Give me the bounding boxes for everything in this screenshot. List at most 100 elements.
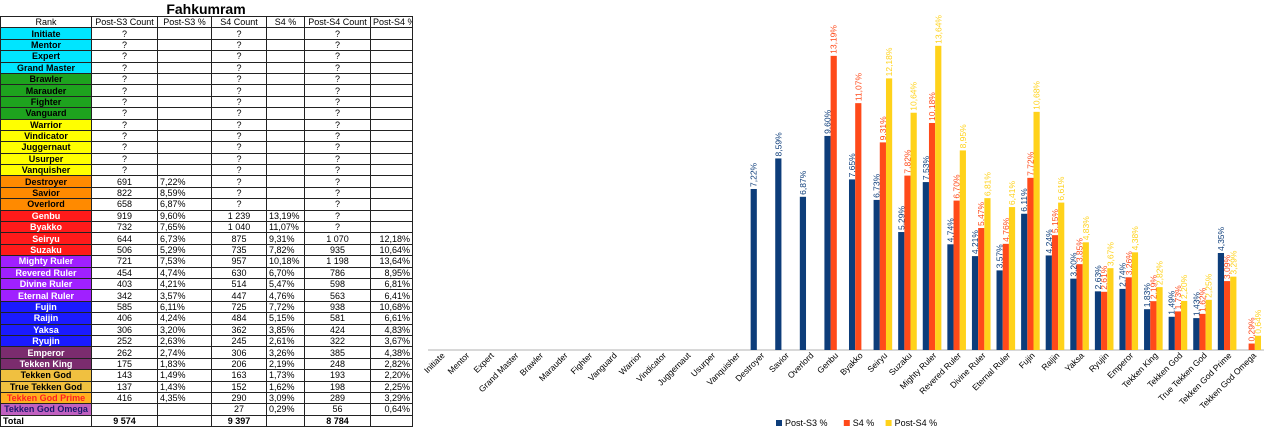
rank-distribution-table: Rank Post-S3 Count Post-S3 % S4 Count S4… bbox=[0, 15, 413, 428]
post-s4-count-cell: 385 bbox=[304, 346, 371, 359]
post-s3-percent-cell bbox=[157, 107, 212, 120]
bar bbox=[1199, 313, 1206, 350]
s4-percent-cell: 3,09% bbox=[266, 391, 305, 405]
post-s3-percent-cell: 1,49% bbox=[157, 369, 212, 382]
rank-cell: Vindicator bbox=[0, 129, 92, 143]
data-label: 1,83% bbox=[1142, 283, 1152, 308]
post-s4-count-cell: 935 bbox=[304, 243, 371, 257]
post-s3-count-cell: ? bbox=[91, 129, 158, 143]
post-s3-percent-cell: 3,57% bbox=[157, 289, 212, 302]
post-s3-percent-cell bbox=[157, 129, 212, 143]
post-s4-percent-cell bbox=[370, 95, 413, 109]
bar bbox=[1174, 311, 1182, 350]
table-row: Yaksa 306 3,20% 362 3,85% 424 4,83% bbox=[0, 323, 413, 336]
data-label: 4,74% bbox=[945, 218, 955, 243]
table-row: True Tekken God 137 1,43% 152 1,62% 198 2,25% bbox=[0, 380, 413, 393]
s4-count-cell: 163 bbox=[211, 369, 267, 382]
s4-count-cell: ? bbox=[211, 50, 267, 63]
post-s3-percent-cell: 6,87% bbox=[157, 198, 212, 211]
data-label: 11,07% bbox=[853, 73, 863, 102]
post-s4-count-cell: 424 bbox=[304, 323, 371, 336]
s4-percent-cell: 3,26% bbox=[266, 346, 305, 359]
table-row: Suzaku 506 5,29% 735 7,82% 935 10,64% bbox=[0, 243, 413, 257]
bar bbox=[879, 142, 886, 350]
post-s4-count-cell: ? bbox=[304, 209, 371, 223]
bar bbox=[799, 196, 807, 350]
table-row: Marauder??? bbox=[0, 84, 413, 97]
s4-count-cell: ? bbox=[211, 129, 267, 143]
bar bbox=[1008, 207, 1016, 350]
s4-count-cell: 875 bbox=[211, 232, 267, 245]
bar bbox=[922, 182, 929, 350]
s4-percent-cell bbox=[266, 118, 305, 131]
post-s4-count-cell: ? bbox=[304, 61, 371, 74]
post-s3-count-cell: ? bbox=[91, 84, 158, 97]
table-row: Overlord 658 6,87%?? bbox=[0, 198, 413, 211]
rank-cell: Byakko bbox=[0, 221, 92, 234]
data-label: 2,63% bbox=[1093, 265, 1103, 290]
s4-count-cell: ? bbox=[211, 175, 267, 188]
post-s4-percent-cell bbox=[370, 198, 413, 211]
header-rank: Rank bbox=[0, 15, 92, 29]
x-tick-label: Yaksa bbox=[1063, 350, 1087, 374]
bar bbox=[1070, 278, 1077, 350]
post-s3-percent-cell: 6,73% bbox=[157, 232, 212, 245]
s4-percent-cell bbox=[266, 72, 305, 86]
post-s4-percent-cell: 10,64% bbox=[370, 243, 413, 257]
rank-cell: Yaksa bbox=[0, 323, 92, 336]
s4-count-cell: ? bbox=[211, 95, 267, 109]
total-c5-cell: 8 784 bbox=[304, 414, 371, 428]
x-tick-label: Genbu bbox=[815, 350, 840, 375]
table-row: Divine Ruler 403 4,21% 514 5,47% 598 6,81% bbox=[0, 277, 413, 291]
post-s4-count-cell: ? bbox=[304, 118, 371, 131]
rank-cell: Tekken King bbox=[0, 357, 92, 371]
s4-percent-cell: 5,47% bbox=[266, 277, 305, 291]
rank-cell: Marauder bbox=[0, 84, 92, 97]
data-label: 3,26% bbox=[1124, 251, 1134, 276]
s4-count-cell: ? bbox=[211, 84, 267, 97]
bar bbox=[984, 198, 991, 350]
data-label: 6,81% bbox=[982, 172, 992, 197]
table-row: Tekken God Prime 416 4,35% 290 3,09% 289 3,29% bbox=[0, 391, 413, 405]
post-s3-count-cell: 454 bbox=[91, 266, 158, 280]
data-label: 7,72% bbox=[1025, 151, 1035, 176]
post-s3-percent-cell bbox=[157, 50, 212, 63]
bar bbox=[775, 158, 782, 350]
post-s4-percent-cell: 3,29% bbox=[370, 391, 413, 405]
post-s4-count-cell: ? bbox=[304, 72, 371, 86]
rank-cell: Tekken God Prime bbox=[0, 391, 92, 405]
post-s4-percent-cell: 6,81% bbox=[370, 277, 413, 291]
post-s4-percent-cell bbox=[370, 209, 413, 223]
post-s3-count-cell: 585 bbox=[91, 300, 158, 314]
data-label: 10,68% bbox=[1032, 81, 1042, 110]
rank-percentage-bar-chart: 7,22% 8,59% 6,87% 9,60% 7,65% 6,73% 5,29% 7,53%… bbox=[422, 15, 1264, 428]
data-label: 12,18% bbox=[884, 47, 894, 76]
rank-cell: Ryujin bbox=[0, 334, 92, 348]
post-s4-count-cell: ? bbox=[304, 186, 371, 200]
rank-cell: Fighter bbox=[0, 95, 92, 109]
data-label: 9,60% bbox=[823, 109, 833, 134]
rank-distribution-table-panel: Fahkumram Rank Post-S3 Count Post-S3 % S… bbox=[0, 0, 413, 442]
table-row: Savior 822 8,59%?? bbox=[0, 186, 413, 200]
legend-label: S4 % bbox=[853, 418, 875, 428]
table-row: Grand Master??? bbox=[0, 61, 413, 74]
s4-count-cell: 630 bbox=[211, 266, 267, 280]
data-label: 4,35% bbox=[1216, 226, 1226, 251]
data-label: 7,53% bbox=[921, 156, 931, 181]
s4-percent-cell bbox=[266, 50, 305, 63]
bar bbox=[1101, 291, 1108, 350]
post-s3-count-cell: 406 bbox=[91, 312, 158, 325]
rank-cell: Tekken God Omega bbox=[0, 403, 92, 416]
bar bbox=[1033, 111, 1040, 350]
bar bbox=[1051, 235, 1059, 350]
rank-cell: Vanquisher bbox=[0, 164, 92, 177]
bar bbox=[1230, 276, 1237, 350]
post-s3-percent-cell bbox=[157, 61, 212, 74]
bar bbox=[885, 78, 893, 350]
post-s3-count-cell: 658 bbox=[91, 198, 158, 211]
table-row: Juggernaut??? bbox=[0, 141, 413, 154]
post-s4-percent-cell bbox=[370, 107, 413, 120]
post-s3-count-cell: ? bbox=[91, 141, 158, 154]
rank-cell: Vanguard bbox=[0, 107, 92, 120]
data-label: 5,15% bbox=[1050, 209, 1060, 234]
